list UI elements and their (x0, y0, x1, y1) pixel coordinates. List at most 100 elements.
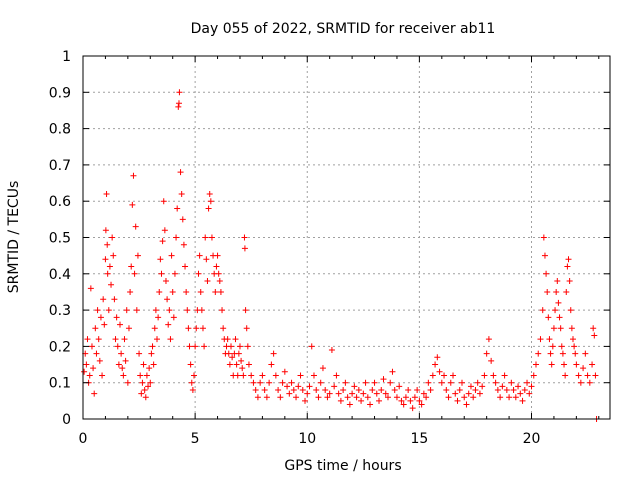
grid-lines (83, 56, 610, 419)
data-point (358, 397, 365, 404)
data-point (149, 343, 156, 350)
data-point (129, 201, 136, 208)
data-point (319, 365, 326, 372)
data-point (236, 343, 243, 350)
data-point (566, 278, 573, 285)
data-point (333, 372, 340, 379)
data-point (450, 372, 457, 379)
data-point (205, 205, 212, 212)
data-point (474, 379, 481, 386)
data-point (308, 343, 315, 350)
data-point (123, 307, 130, 314)
y-axis-label: SRMTID / TECUs (6, 181, 22, 294)
data-point (88, 343, 95, 350)
data-point (575, 372, 582, 379)
data-point (117, 321, 124, 328)
data-point (226, 361, 233, 368)
data-point (563, 288, 570, 295)
data-point (140, 361, 147, 368)
data-point (268, 361, 275, 368)
data-point (472, 386, 479, 393)
data-point (465, 390, 472, 397)
data-point (122, 357, 129, 364)
data-point (214, 252, 221, 259)
data-point (121, 336, 128, 343)
data-point (391, 386, 398, 393)
data-point (306, 383, 313, 390)
data-point (244, 343, 251, 350)
data-point (315, 394, 322, 401)
data-point (508, 379, 515, 386)
data-point (102, 227, 109, 234)
data-points (81, 89, 600, 422)
data-point (398, 397, 405, 404)
data-point (127, 288, 134, 295)
data-point (178, 190, 185, 197)
data-point (132, 223, 139, 230)
data-point (141, 386, 148, 393)
data-point (506, 394, 513, 401)
y-tick-label: 0 (62, 412, 71, 428)
data-point (558, 343, 565, 350)
data-point (92, 325, 99, 332)
data-point (189, 386, 196, 393)
data-point (154, 336, 161, 343)
data-point (402, 394, 409, 401)
data-point (326, 390, 333, 397)
data-point (261, 386, 268, 393)
data-point (133, 307, 140, 314)
data-point (532, 361, 539, 368)
data-point (286, 390, 293, 397)
data-point (586, 379, 593, 386)
data-point (317, 379, 324, 386)
data-point (110, 252, 117, 259)
data-point (396, 383, 403, 390)
data-point (198, 307, 205, 314)
data-point (259, 372, 266, 379)
data-point (580, 365, 587, 372)
x-tick-label: 20 (523, 431, 541, 447)
data-point (266, 379, 273, 386)
data-point (111, 296, 118, 303)
data-point (425, 379, 432, 386)
data-point (299, 386, 306, 393)
data-point (228, 343, 235, 350)
data-point (192, 343, 199, 350)
data-point (519, 397, 526, 404)
data-point (81, 368, 88, 375)
data-point (113, 314, 120, 321)
data-point (201, 343, 208, 350)
data-point (438, 379, 445, 386)
data-point (157, 256, 164, 263)
data-point (167, 336, 174, 343)
data-point (254, 394, 261, 401)
data-point (463, 401, 470, 408)
data-point (535, 350, 542, 357)
data-point (353, 394, 360, 401)
data-point (503, 386, 510, 393)
data-point (160, 198, 167, 205)
data-point (241, 245, 248, 252)
data-point (423, 394, 430, 401)
data-point (470, 394, 477, 401)
data-point (554, 278, 561, 285)
data-point (175, 103, 182, 110)
data-point (168, 252, 175, 259)
data-point (96, 357, 103, 364)
data-point (150, 361, 157, 368)
data-point (118, 350, 125, 357)
data-point (497, 394, 504, 401)
data-point (555, 299, 562, 306)
data-point (162, 278, 169, 285)
data-point (573, 361, 580, 368)
data-point (281, 368, 288, 375)
data-point (239, 365, 246, 372)
data-point (164, 296, 171, 303)
data-point (515, 383, 522, 390)
data-point (143, 372, 150, 379)
data-point (544, 288, 551, 295)
data-point (169, 288, 176, 295)
data-point (405, 386, 412, 393)
data-point (104, 241, 111, 248)
data-point (414, 386, 421, 393)
